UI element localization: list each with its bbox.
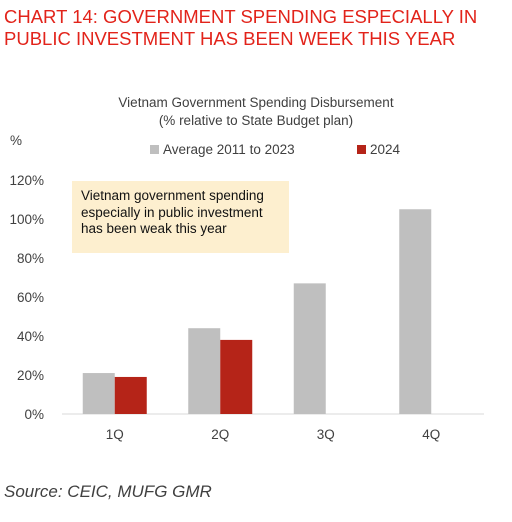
bar-average-4q xyxy=(399,209,432,414)
source-note: Source: CEIC, MUFG GMR xyxy=(4,482,212,501)
bar-average-2q xyxy=(188,328,221,414)
bar-2024-1q xyxy=(114,376,147,414)
x-tick-label: 2Q xyxy=(211,427,229,442)
legend-item-average: Average 2011 to 2023 xyxy=(150,142,295,157)
x-tick-label: 1Q xyxy=(106,427,124,442)
y-tick-label: 120% xyxy=(9,173,44,188)
legend-swatch-2024 xyxy=(357,145,366,154)
chart-heading-line2: PUBLIC INVESTMENT HAS BEEN WEEK THIS YEA… xyxy=(4,28,456,49)
x-tick-label: 3Q xyxy=(317,427,335,442)
y-tick-label: 100% xyxy=(9,212,44,227)
y-tick-label: 40% xyxy=(17,329,44,344)
chart-heading: CHART 14: GOVERNMENT SPENDING ESPECIALLY… xyxy=(4,6,504,50)
legend-item-2024: 2024 xyxy=(357,142,400,157)
bar-average-3q xyxy=(293,283,326,414)
legend-swatch-average xyxy=(150,145,159,154)
bar-2024-2q xyxy=(220,339,253,414)
y-tick-label: 80% xyxy=(17,251,44,266)
chart-title: Vietnam Government Spending Disbursement xyxy=(118,95,394,110)
chart-subtitle: (% relative to State Budget plan) xyxy=(158,113,354,128)
legend-label-average: Average 2011 to 2023 xyxy=(163,142,295,157)
x-tick-label: 4Q xyxy=(422,427,440,442)
y-tick-label: 20% xyxy=(17,368,44,383)
annotation-box: Vietnam government spending especially i… xyxy=(72,181,289,253)
legend-label-2024: 2024 xyxy=(370,142,401,157)
chart-heading-line1: CHART 14: GOVERNMENT SPENDING ESPECIALLY… xyxy=(4,6,478,27)
y-tick-label: 0% xyxy=(24,407,44,422)
bar-average-1q xyxy=(82,373,115,414)
y-axis-unit-label: % xyxy=(10,133,23,148)
y-tick-label: 60% xyxy=(17,290,44,305)
